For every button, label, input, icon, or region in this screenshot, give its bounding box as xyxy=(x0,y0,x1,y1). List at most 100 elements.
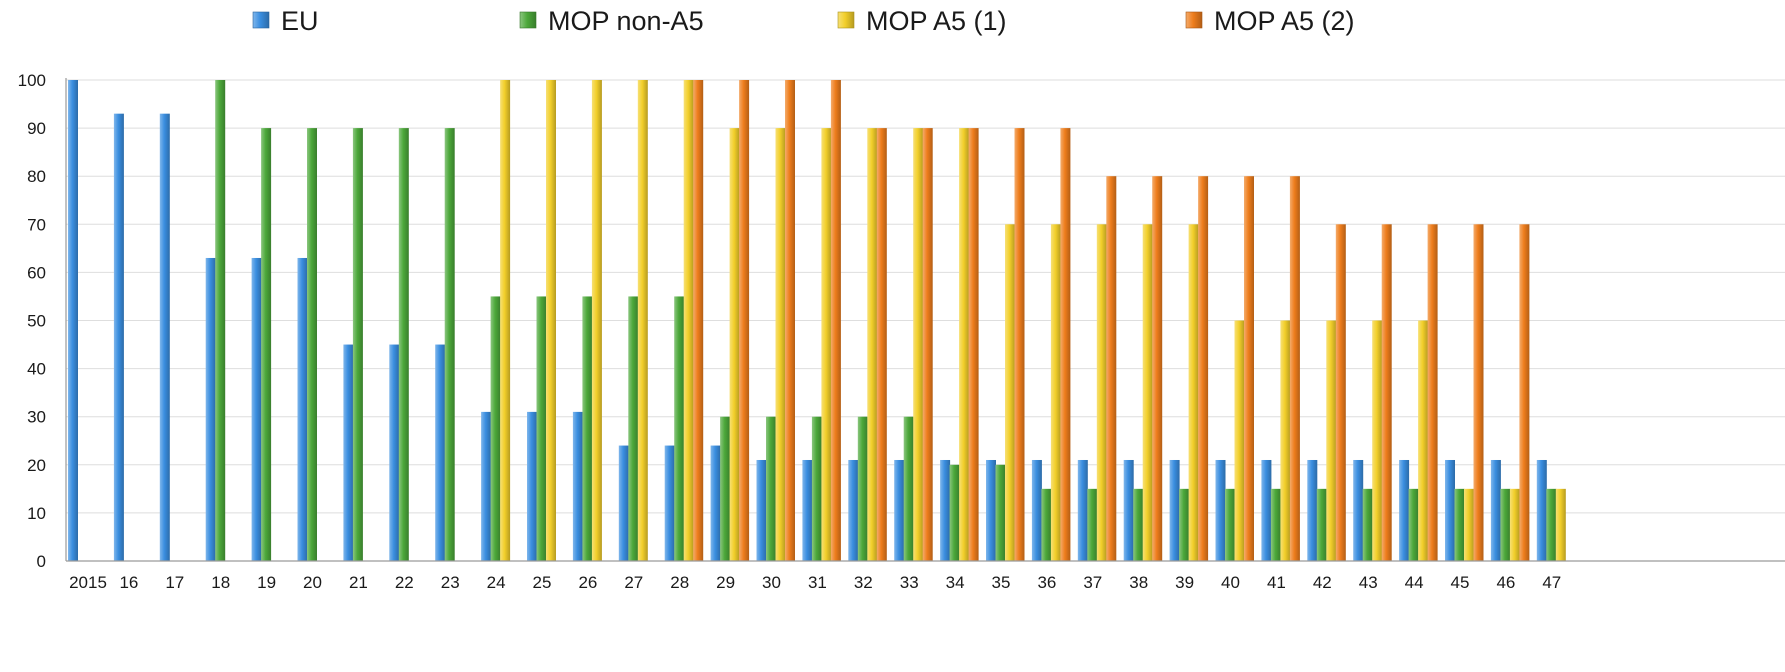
bar-mop-non-a5-43 xyxy=(1362,488,1373,561)
bar-mop-a5-2-28 xyxy=(693,80,704,561)
bar-eu-26 xyxy=(572,411,583,561)
bar-eu-2015 xyxy=(68,80,78,561)
bar-mop-a5-1-45 xyxy=(1464,488,1474,561)
bar-mop-a5-2-30 xyxy=(785,80,795,561)
legend-label: MOP non-A5 xyxy=(548,6,704,36)
x-tick-label: 21 xyxy=(349,573,368,592)
bar-mop-non-a5-36 xyxy=(1041,488,1052,561)
bar-mop-a5-2-41 xyxy=(1289,176,1300,561)
bar-mop-a5-2-38 xyxy=(1152,176,1163,561)
x-tick-label: 28 xyxy=(670,573,689,592)
bar-mop-non-a5-37 xyxy=(1087,488,1098,561)
bar-mop-a5-2-35 xyxy=(1014,128,1025,561)
bar-mop-a5-1-32 xyxy=(867,128,878,561)
bar-mop-non-a5-20 xyxy=(307,128,317,561)
bar-mop-a5-1-44 xyxy=(1418,320,1429,561)
legend-item: MOP A5 (1) xyxy=(837,6,1007,36)
bar-mop-a5-2-32 xyxy=(876,128,887,561)
legend-item: MOP A5 (2) xyxy=(1185,6,1355,36)
bar-mop-non-a5-21 xyxy=(352,128,363,561)
bar-mop-a5-1-26 xyxy=(591,80,602,561)
bar-eu-22 xyxy=(389,344,400,561)
y-tick-label: 90 xyxy=(27,119,46,138)
bar-mop-non-a5-23 xyxy=(444,128,455,561)
bar-mop-non-a5-34 xyxy=(949,464,960,561)
bar-eu-39 xyxy=(1169,459,1180,561)
x-tick-label: 46 xyxy=(1496,573,1515,592)
bar-mop-non-a5-38 xyxy=(1133,488,1144,561)
x-tick-label: 23 xyxy=(441,573,460,592)
bar-mop-non-a5-42 xyxy=(1316,488,1327,561)
bar-eu-33 xyxy=(894,459,905,561)
legend-label: EU xyxy=(281,6,319,36)
x-tick-label: 39 xyxy=(1175,573,1194,592)
bar-eu-38 xyxy=(1123,459,1134,561)
bar-mop-non-a5-45 xyxy=(1454,488,1465,561)
bar-mop-non-a5-19 xyxy=(261,128,272,561)
legend-swatch xyxy=(252,11,270,29)
bar-eu-31 xyxy=(802,459,813,561)
x-tick-label: 31 xyxy=(808,573,827,592)
bar-mop-non-a5-28 xyxy=(674,296,685,561)
bar-mop-a5-1-47 xyxy=(1555,488,1566,561)
bar-eu-19 xyxy=(251,257,262,561)
bar-mop-a5-2-33 xyxy=(922,128,933,561)
bar-eu-23 xyxy=(435,344,446,561)
y-axis-tick-labels: 0 10 20 30 40 50 60 70 80 90 100 xyxy=(18,71,46,571)
legend-swatch xyxy=(1185,11,1203,29)
y-tick-label: 80 xyxy=(27,167,46,186)
bar-mop-a5-2-37 xyxy=(1106,176,1117,561)
bar-mop-a5-1-38 xyxy=(1142,224,1153,562)
bar-eu-40 xyxy=(1215,459,1226,561)
x-tick-label: 43 xyxy=(1359,573,1378,592)
x-tick-label: 19 xyxy=(257,573,276,592)
bar-eu-37 xyxy=(1077,459,1088,561)
bar-eu-16 xyxy=(113,113,124,562)
x-tick-label: 47 xyxy=(1542,573,1561,592)
bar-mop-a5-1-28 xyxy=(683,80,694,561)
bar-mop-a5-1-39 xyxy=(1188,224,1199,562)
bar-eu-43 xyxy=(1353,459,1364,561)
bar-mop-a5-1-27 xyxy=(637,80,648,561)
bar-eu-29 xyxy=(710,445,721,561)
bar-mop-non-a5-33 xyxy=(903,416,914,561)
bar-mop-a5-1-33 xyxy=(913,128,924,561)
bar-mop-non-a5-22 xyxy=(398,128,409,561)
bar-eu-35 xyxy=(986,459,996,561)
bar-eu-27 xyxy=(618,445,629,561)
x-tick-label: 2015 xyxy=(69,573,107,592)
bar-eu-34 xyxy=(940,459,951,561)
legend-swatch xyxy=(837,11,855,29)
bar-mop-a5-1-29 xyxy=(729,128,740,561)
bar-eu-44 xyxy=(1399,459,1410,561)
bar-eu-42 xyxy=(1307,459,1318,561)
bar-mop-a5-2-42 xyxy=(1335,224,1346,562)
bar-mop-non-a5-18 xyxy=(215,80,226,561)
x-tick-label: 29 xyxy=(716,573,735,592)
bar-mop-non-a5-44 xyxy=(1408,488,1419,561)
x-tick-label: 25 xyxy=(533,573,552,592)
x-tick-label: 37 xyxy=(1083,573,1102,592)
bar-mop-non-a5-25 xyxy=(536,296,547,561)
legend-swatch xyxy=(519,11,537,29)
legend-item: EU xyxy=(252,6,319,36)
bar-mop-a5-1-24 xyxy=(500,80,511,561)
bar-mop-a5-1-43 xyxy=(1372,320,1383,561)
x-tick-label: 38 xyxy=(1129,573,1148,592)
y-tick-label: 40 xyxy=(27,360,46,379)
x-tick-label: 26 xyxy=(578,573,597,592)
y-tick-label: 20 xyxy=(27,456,46,475)
bar-eu-25 xyxy=(527,411,537,561)
bar-mop-a5-2-36 xyxy=(1060,128,1071,561)
bar-mop-a5-1-37 xyxy=(1096,224,1107,562)
bar-mop-a5-1-42 xyxy=(1326,320,1337,561)
x-tick-label: 32 xyxy=(854,573,873,592)
bar-eu-17 xyxy=(159,113,170,562)
x-tick-label: 45 xyxy=(1451,573,1470,592)
x-tick-label: 18 xyxy=(211,573,230,592)
bar-eu-46 xyxy=(1490,459,1501,561)
y-tick-label: 10 xyxy=(27,504,46,523)
bar-eu-21 xyxy=(343,344,354,561)
bar-eu-45 xyxy=(1445,459,1455,561)
bar-mop-a5-2-29 xyxy=(739,80,750,561)
